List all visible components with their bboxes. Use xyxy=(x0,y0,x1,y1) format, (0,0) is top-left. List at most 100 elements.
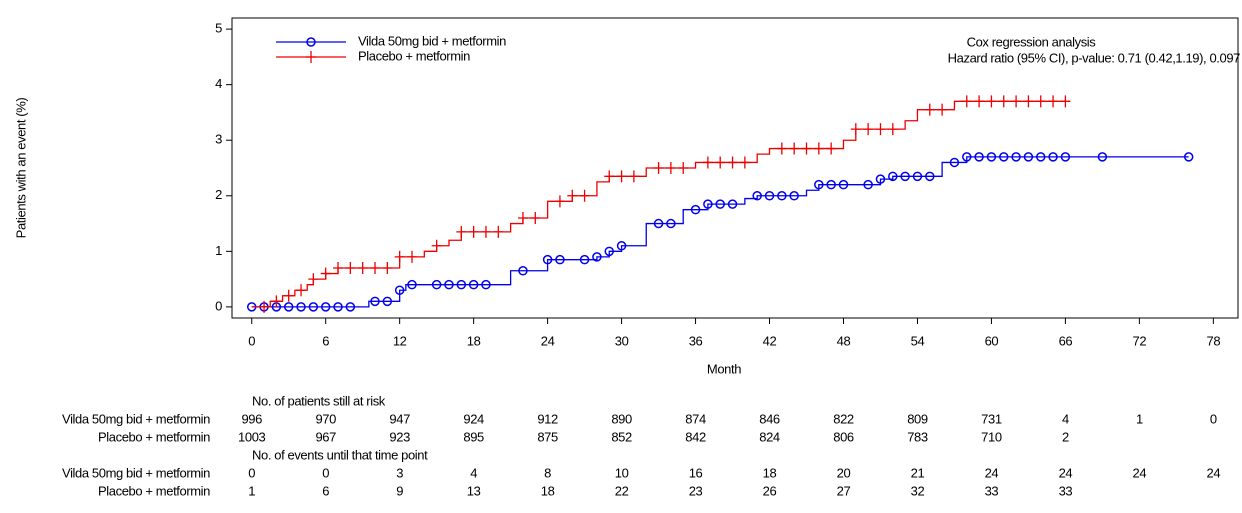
y-axis-label: Patients with an event (%) xyxy=(13,98,28,239)
censor-marker xyxy=(406,250,417,263)
censor-marker xyxy=(394,250,405,263)
risk-value: 890 xyxy=(611,411,632,426)
risk-value: 20 xyxy=(837,465,851,480)
risk-value: 852 xyxy=(611,429,632,444)
risk-value: 809 xyxy=(907,411,928,426)
censor-marker xyxy=(826,142,837,155)
censor-marker xyxy=(530,212,541,224)
censor-marker xyxy=(604,170,615,183)
x-tick-label: 18 xyxy=(467,333,481,348)
censor-marker xyxy=(789,191,799,201)
censor-marker xyxy=(887,123,898,136)
risk-value: 24 xyxy=(985,465,999,480)
risk-value: 924 xyxy=(463,411,484,426)
censor-marker xyxy=(814,179,824,190)
risk-value: 13 xyxy=(467,483,481,498)
censor-marker xyxy=(555,254,565,265)
risk-value: 731 xyxy=(981,411,1002,426)
censor-marker xyxy=(394,285,405,295)
censor-marker xyxy=(937,103,948,116)
censor-marker xyxy=(678,162,689,174)
censor-marker xyxy=(283,302,294,312)
risk-row-label: Vilda 50mg bid + metformin xyxy=(62,411,210,426)
risk-value: 18 xyxy=(541,483,555,498)
x-tick-label: 66 xyxy=(1059,333,1073,348)
censor-marker xyxy=(974,152,984,162)
risk-value: 710 xyxy=(981,429,1002,444)
censor-marker xyxy=(480,225,491,238)
risk-value: 24 xyxy=(1207,465,1221,480)
censor-marker xyxy=(925,171,935,182)
censor-marker xyxy=(407,279,417,290)
censor-marker xyxy=(357,262,368,274)
censor-marker xyxy=(1097,152,1108,162)
censor-marker xyxy=(715,156,726,169)
x-tick-label: 0 xyxy=(248,333,255,348)
risk-value: 806 xyxy=(833,429,854,444)
risk-value: 875 xyxy=(537,429,558,444)
risk-value: 0 xyxy=(322,465,329,480)
x-tick-label: 36 xyxy=(689,333,703,348)
censor-marker xyxy=(259,300,270,313)
censor-marker xyxy=(628,170,639,183)
risk-value: 18 xyxy=(763,465,777,480)
censor-marker xyxy=(739,156,750,169)
censor-marker xyxy=(370,262,381,274)
censor-marker xyxy=(986,152,997,162)
y-tick-label: 4 xyxy=(215,76,222,91)
risk-value: 32 xyxy=(911,483,925,498)
censor-marker xyxy=(296,284,307,297)
censor-marker xyxy=(444,279,454,290)
risk-value: 22 xyxy=(615,483,629,498)
censor-marker xyxy=(1023,152,1034,162)
x-tick-label: 12 xyxy=(393,333,407,348)
censor-marker xyxy=(345,262,356,274)
censor-marker xyxy=(777,191,787,201)
legend-label: Placebo + metformin xyxy=(358,48,470,63)
censor-marker xyxy=(962,152,972,162)
censor-marker xyxy=(271,295,282,308)
risk-value: 21 xyxy=(911,465,925,480)
censor-marker xyxy=(320,302,331,312)
censor-marker xyxy=(888,171,898,182)
y-tick-label: 3 xyxy=(215,132,222,147)
censor-marker xyxy=(431,279,442,290)
censor-marker xyxy=(1011,152,1021,162)
censor-marker xyxy=(999,152,1009,162)
risk-value: 6 xyxy=(322,483,329,498)
censor-marker xyxy=(431,239,442,252)
risk-value: 0 xyxy=(248,465,255,480)
censor-marker xyxy=(579,254,590,265)
censor-marker xyxy=(801,142,812,155)
censor-marker xyxy=(382,296,393,307)
risk-value: 33 xyxy=(985,483,999,498)
legend-marker xyxy=(306,51,316,63)
censor-marker xyxy=(900,171,910,182)
censor-marker xyxy=(616,170,627,183)
censor-marker xyxy=(863,123,874,136)
risk-value: 24 xyxy=(1059,465,1073,480)
legend-label: Vilda 50mg bid + metformin xyxy=(358,33,506,48)
risk-value: 33 xyxy=(1059,483,1073,498)
censor-marker xyxy=(764,191,775,201)
x-tick-label: 54 xyxy=(911,333,925,348)
censor-marker xyxy=(592,252,602,262)
censor-marker xyxy=(666,218,676,229)
censor-marker xyxy=(308,302,319,312)
censor-marker xyxy=(690,204,701,215)
censor-marker xyxy=(1048,152,1058,162)
risk-value: 846 xyxy=(759,411,780,426)
censor-marker xyxy=(986,95,997,108)
risk-value: 874 xyxy=(685,411,706,426)
risk-value: 967 xyxy=(315,429,336,444)
censor-marker xyxy=(1035,152,1046,162)
annotation-title: Cox regression analysis xyxy=(967,34,1097,49)
risk-value: 970 xyxy=(315,411,336,426)
censor-marker xyxy=(789,142,800,155)
censor-marker xyxy=(752,191,762,201)
censor-marker xyxy=(998,95,1009,108)
risk-value: 1 xyxy=(1136,411,1143,426)
censor-marker xyxy=(875,123,886,136)
censor-marker xyxy=(776,142,787,155)
censor-marker xyxy=(345,302,356,312)
